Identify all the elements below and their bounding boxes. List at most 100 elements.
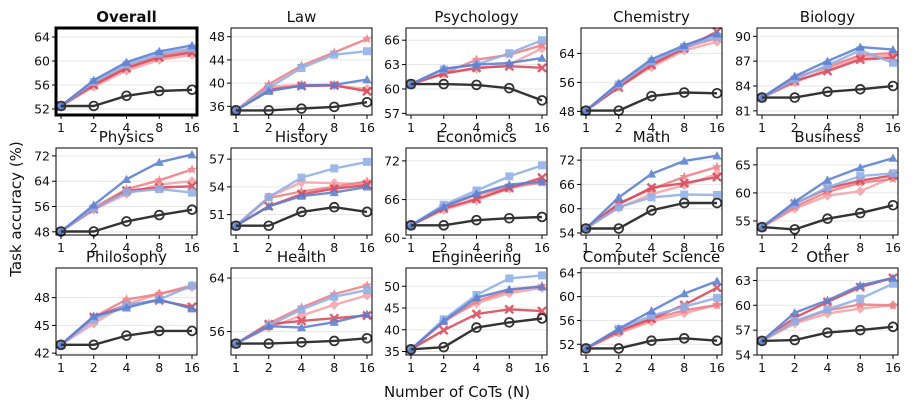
series-line	[582, 32, 721, 115]
data-point	[471, 214, 482, 226]
data-point	[790, 317, 799, 326]
data-point	[647, 193, 656, 202]
x-tick-label: 16	[184, 240, 200, 255]
data-point	[711, 335, 723, 346]
x-tick-label: 1	[582, 120, 590, 135]
series-path	[762, 84, 894, 99]
data-point	[504, 58, 514, 67]
data-point	[188, 281, 196, 290]
x-tick-label: 16	[885, 120, 901, 135]
x-tick-label: 8	[155, 120, 163, 135]
series-line	[230, 332, 373, 349]
data-point	[711, 197, 723, 209]
subplot-engineering: 35 40 45 50 1 2 4 8 16 Engineering	[384, 248, 550, 375]
y-tick-label: 56	[209, 324, 225, 339]
x-tick-label: 1	[582, 360, 590, 375]
data-point	[757, 222, 767, 231]
series-line	[55, 84, 198, 112]
data-point	[789, 334, 801, 346]
data-point	[887, 199, 899, 211]
y-tick-label: 57	[209, 152, 225, 167]
data-point	[712, 29, 722, 38]
subplot-title: Physics	[99, 128, 155, 146]
data-point	[329, 80, 339, 89]
series-path	[761, 325, 894, 343]
y-tick-label: 72	[34, 148, 50, 163]
data-point	[678, 333, 690, 344]
data-point	[580, 223, 592, 234]
data-point	[121, 57, 132, 66]
y-tick-label: 81	[735, 103, 751, 118]
data-point	[537, 176, 547, 186]
data-point	[712, 151, 722, 160]
y-tick-label: 60	[735, 185, 751, 200]
subplot-health: 56 64 1 2 4 8 16 Health	[209, 248, 375, 375]
data-point	[88, 339, 100, 351]
series-line	[405, 78, 548, 106]
plot-frame	[55, 267, 198, 356]
plot-frame	[405, 267, 548, 356]
data-point	[363, 157, 371, 166]
data-point	[88, 100, 100, 112]
data-point	[822, 175, 833, 184]
y-tick-label: 72	[559, 153, 575, 168]
data-point	[712, 161, 722, 172]
data-point	[855, 163, 865, 172]
data-point	[439, 316, 449, 325]
x-tick-label: 2	[440, 120, 448, 135]
data-point	[756, 92, 768, 103]
data-point	[505, 274, 514, 283]
data-point	[187, 304, 197, 313]
x-tick-label: 1	[758, 240, 766, 255]
data-point	[121, 90, 132, 102]
data-point	[537, 39, 547, 50]
data-point	[89, 315, 98, 324]
x-tick-label: 1	[232, 120, 240, 135]
data-point	[328, 101, 340, 113]
data-point	[537, 306, 547, 316]
data-point	[887, 321, 899, 333]
data-point	[405, 220, 417, 231]
series-path	[411, 215, 543, 227]
data-point	[888, 173, 898, 184]
subplot-overall: 52 56 60 64 1 2 4 8 16 Overall	[34, 8, 200, 135]
data-point	[296, 191, 307, 200]
data-point	[296, 80, 307, 90]
x-tick-label: 1	[57, 240, 65, 255]
x-tick-label: 8	[155, 240, 163, 255]
data-point	[471, 189, 482, 198]
series-path	[585, 32, 718, 112]
data-point	[790, 71, 800, 80]
data-point	[503, 212, 515, 224]
y-tick-label: 87	[735, 54, 751, 69]
x-tick-label: 2	[90, 240, 98, 255]
subplot-math: 54 60 66 72 1 2 4 8 16 Math	[559, 128, 725, 255]
data-point	[153, 85, 165, 97]
subplot-title: Philosophy	[86, 248, 167, 266]
data-point	[297, 305, 306, 314]
x-tick-label: 2	[615, 240, 623, 255]
data-point	[854, 84, 866, 95]
data-point	[756, 335, 768, 347]
y-tick-label: 54	[735, 348, 751, 363]
data-point	[154, 288, 165, 299]
subplot-title: History	[275, 128, 328, 146]
series-line	[758, 279, 897, 345]
y-tick-label: 48	[34, 224, 50, 239]
series-path	[411, 82, 543, 102]
y-tick-label: 40	[384, 322, 400, 337]
subplot-title: Law	[287, 8, 317, 26]
data-point	[712, 172, 722, 182]
data-point	[711, 87, 723, 99]
x-tick-label: 1	[57, 360, 65, 375]
data-point	[186, 325, 198, 337]
data-point	[405, 78, 417, 90]
y-tick-label: 56	[559, 313, 575, 328]
data-point	[264, 86, 274, 95]
data-point	[153, 325, 165, 337]
x-tick-label: 8	[856, 360, 864, 375]
data-point	[822, 86, 833, 98]
